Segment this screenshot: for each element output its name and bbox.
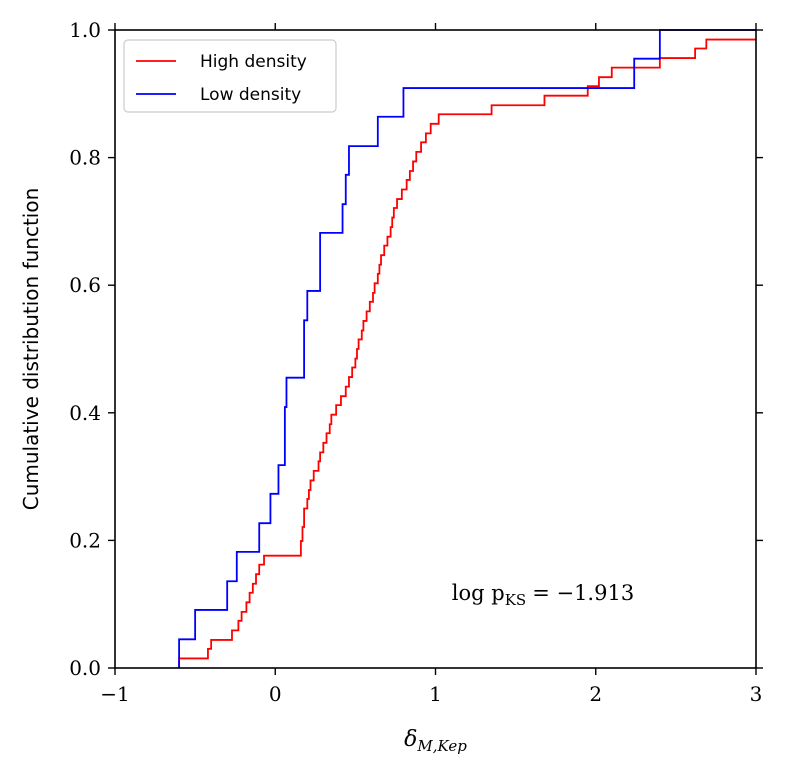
y-tick-label: 0.6 (69, 273, 101, 297)
x-tick-label: 1 (429, 682, 442, 706)
legend: High density Low density (123, 39, 337, 113)
x-axis-label: δM,Kep (404, 727, 467, 755)
series-line-high-density (178, 38, 756, 668)
series-lines (178, 29, 756, 668)
y-tick-label: 0.8 (69, 146, 101, 170)
x-tick-label: 3 (750, 682, 763, 706)
y-tick-label: 0.0 (69, 656, 101, 680)
ks-annotation-log: log p (452, 581, 505, 605)
axis-ticks (108, 23, 763, 675)
x-tick-label: −1 (100, 682, 129, 706)
tick-labels: −1 0 1 2 3 0.0 0.2 0.4 0.6 0.8 1.0 (69, 18, 762, 706)
legend-label-low-density: Low density (200, 85, 301, 105)
series-line-low-density (178, 29, 756, 668)
x-axis-label-symbol: δ (404, 727, 417, 752)
x-axis-label-subscript: M,Kep (416, 737, 467, 755)
legend-box (123, 39, 337, 113)
y-tick-label: 1.0 (69, 18, 101, 42)
ks-annotation-subscript: KS (505, 591, 526, 609)
y-tick-label: 0.4 (69, 401, 101, 425)
y-tick-label: 0.2 (69, 528, 101, 552)
legend-label-high-density: High density (200, 52, 307, 72)
ks-annotation-value: = −1.913 (532, 581, 634, 605)
ks-annotation: log pKS = −1.913 (452, 581, 634, 609)
x-tick-label: 0 (269, 682, 282, 706)
y-axis-label: Cumulative distribution function (19, 188, 43, 511)
x-tick-label: 2 (589, 682, 602, 706)
